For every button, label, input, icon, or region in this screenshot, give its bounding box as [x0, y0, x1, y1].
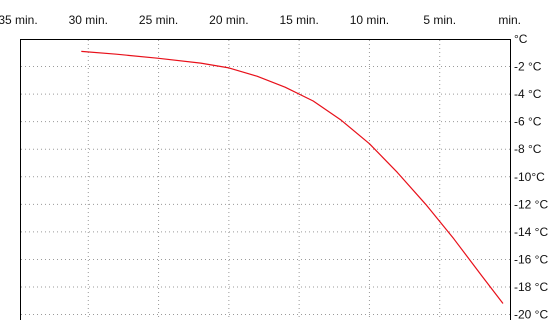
temperature-line: [81, 50, 504, 304]
x-tick-label: 30 min.: [69, 13, 108, 27]
x-axis-ticks: 35 min. 30 min. 25 min. 20 min. 15 min. 10 mi…: [0, 13, 521, 27]
x-tick-label: min.: [498, 13, 521, 27]
y-tick-label: -6 °C: [514, 115, 542, 129]
y-tick-label: °C: [514, 32, 528, 46]
x-tick-label: 5 min.: [423, 13, 456, 27]
x-tick-label: 10 min.: [350, 13, 389, 27]
y-tick-label: -8 °C: [514, 142, 542, 156]
y-tick-label: -10°C: [514, 170, 545, 184]
x-tick-label: 15 min.: [279, 13, 318, 27]
y-tick-label: -2 °C: [514, 60, 542, 74]
grid: [21, 40, 510, 320]
y-tick-label: -12 °C: [514, 197, 548, 211]
y-tick-label: -16 °C: [514, 252, 548, 266]
y-tick-label: -14 °C: [514, 225, 548, 239]
y-tick-label: -20 °C: [514, 308, 548, 320]
x-tick-label: 20 min.: [209, 13, 248, 27]
x-tick-label: 25 min.: [139, 13, 178, 27]
y-tick-label: -18 °C: [514, 280, 548, 294]
y-tick-label: -4 °C: [514, 87, 542, 101]
y-axis-ticks: °C -2 °C -4 °C -6 °C -8 °C -10°C -12 °C -14 °C -…: [514, 32, 548, 320]
series-layer: [81, 50, 504, 304]
x-tick-label: 35 min.: [0, 13, 38, 27]
plot-frame: [20, 39, 511, 320]
